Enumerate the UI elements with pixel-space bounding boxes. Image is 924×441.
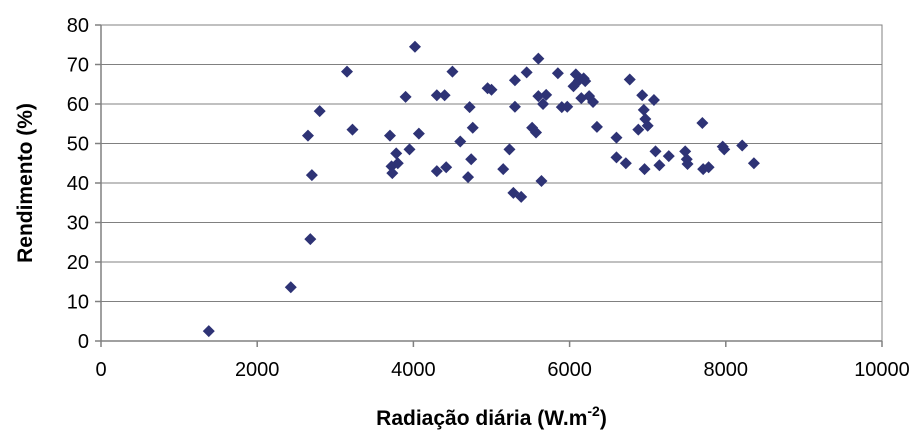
data-point [430, 89, 443, 102]
data-point [590, 120, 603, 133]
data-point [736, 139, 749, 152]
y-axis-title: Rendimento (%) [14, 103, 37, 263]
x-tick-label: 6000 [547, 359, 592, 381]
data-point [408, 40, 421, 53]
data-point [466, 121, 479, 134]
data-point [508, 100, 521, 113]
y-tick-label: 60 [67, 94, 89, 116]
data-point [508, 74, 521, 87]
data-point [532, 52, 545, 65]
data-point [540, 88, 553, 101]
x-tick-label: 10000 [854, 359, 910, 381]
data-point [747, 157, 760, 170]
data-point [653, 159, 666, 172]
x-axis-title-superscript: -2 [587, 403, 600, 419]
data-point [497, 163, 510, 176]
data-point [383, 129, 396, 142]
data-point [681, 158, 694, 171]
data-point [438, 89, 451, 102]
data-point [649, 145, 662, 158]
data-point [462, 171, 475, 184]
data-point [503, 143, 516, 156]
data-point [537, 98, 550, 110]
data-point [637, 103, 650, 116]
data-point [520, 66, 533, 79]
data-points [202, 40, 760, 338]
data-point [632, 123, 645, 136]
data-point [696, 116, 709, 129]
data-point [390, 147, 403, 160]
data-point [702, 161, 715, 174]
data-point [446, 65, 459, 78]
data-point [386, 167, 399, 180]
data-point [454, 135, 467, 148]
data-point [305, 169, 318, 182]
data-point [313, 105, 326, 118]
data-point [679, 145, 692, 158]
data-point [399, 90, 412, 103]
data-point [610, 151, 623, 164]
data-point [341, 65, 354, 78]
data-point [403, 143, 416, 156]
data-point [284, 281, 297, 294]
x-tick-label: 4000 [391, 359, 436, 381]
data-point [412, 127, 425, 140]
data-point [463, 101, 476, 114]
data-point [718, 143, 731, 156]
data-point [346, 123, 359, 136]
data-point [551, 67, 564, 80]
data-point [530, 126, 543, 139]
y-tick-label: 20 [67, 252, 89, 274]
data-point [647, 94, 660, 107]
y-tick-label: 10 [67, 292, 89, 314]
x-axis-title-main: Radiação diária (W.m [376, 407, 587, 430]
y-axis-ticks: 0 10 20 30 40 50 60 70 80 [67, 15, 101, 353]
data-point [619, 157, 632, 170]
x-tick-label: 0 [95, 359, 106, 381]
data-point [465, 153, 478, 166]
data-point [301, 129, 314, 142]
data-point [610, 131, 623, 144]
data-point [638, 163, 651, 176]
x-tick-label: 2000 [235, 359, 280, 381]
data-point [440, 161, 453, 174]
x-tick-label: 8000 [704, 359, 749, 381]
data-point [485, 83, 498, 96]
y-tick-label: 40 [67, 173, 89, 195]
data-point [532, 90, 545, 103]
data-point [202, 325, 215, 338]
data-point [623, 73, 636, 86]
data-point [430, 165, 443, 178]
data-point [515, 190, 528, 203]
data-point [641, 119, 654, 132]
x-axis-ticks: 0 2000 4000 6000 8000 10000 [95, 341, 910, 381]
y-tick-label: 50 [67, 134, 89, 156]
data-point [579, 75, 592, 88]
y-tick-label: 80 [67, 15, 89, 37]
y-tick-label: 70 [67, 55, 89, 77]
x-axis-title: Radiação diária (W.m-2) [376, 403, 607, 430]
data-point [587, 96, 600, 109]
gridlines [101, 24, 882, 302]
y-tick-label: 0 [78, 331, 89, 353]
data-point [662, 150, 675, 163]
data-point [304, 233, 317, 246]
data-point [561, 100, 574, 113]
x-axis-title-tail: ) [600, 407, 607, 430]
data-point [535, 175, 548, 188]
data-point [391, 157, 404, 170]
data-point [636, 89, 649, 102]
y-tick-label: 30 [67, 213, 89, 235]
